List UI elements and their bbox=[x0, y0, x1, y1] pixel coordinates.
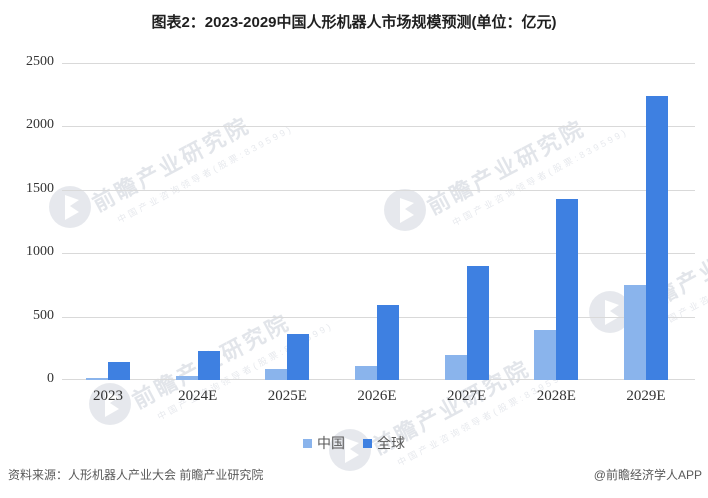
x-tick-label-2029e: 2029E bbox=[626, 388, 666, 404]
x-tick-label-2026e: 2026E bbox=[357, 388, 397, 404]
bar-china-2029e bbox=[623, 284, 646, 380]
bar-global-2025e bbox=[287, 333, 310, 380]
plot-area bbox=[62, 63, 695, 380]
watermark-subtext: 中国产业咨询领导者(股票:839599) bbox=[395, 366, 575, 468]
bar-global-2029e bbox=[645, 95, 668, 380]
y-tick-label-1000: 1000 bbox=[26, 244, 54, 260]
credit-note: @前瞻经济学人APP bbox=[593, 468, 702, 482]
x-tick-label-2027e: 2027E bbox=[447, 388, 487, 404]
chart-title: 图表2：2023-2029中国人形机器人市场规模预测(单位：亿元) bbox=[151, 14, 557, 31]
legend: 中国 全球 bbox=[0, 433, 708, 453]
legend-swatch-icon bbox=[363, 438, 372, 448]
x-tick-label-2025e: 2025E bbox=[267, 388, 307, 404]
x-tick-label-2024e: 2024E bbox=[178, 388, 218, 404]
gridline-y2500 bbox=[62, 63, 695, 64]
bar-china-2028e bbox=[534, 329, 557, 380]
y-tick-label-0: 0 bbox=[47, 371, 54, 386]
gridline-y1000 bbox=[62, 253, 695, 255]
bar-china-2027e bbox=[444, 354, 467, 380]
bar-global-2028e bbox=[556, 198, 579, 380]
legend-item-china: 中国 bbox=[303, 433, 345, 453]
gridline-y1500 bbox=[62, 189, 695, 191]
bar-china-2024e bbox=[175, 376, 198, 380]
legend-label: 全球 bbox=[377, 435, 405, 451]
legend-label: 中国 bbox=[317, 435, 345, 451]
legend-swatch-icon bbox=[303, 438, 312, 448]
bar-global-2024e bbox=[197, 350, 220, 380]
gridline-y2000 bbox=[62, 126, 695, 128]
y-tick-label-1500: 1500 bbox=[26, 180, 54, 196]
y-tick-label-2500: 2500 bbox=[26, 54, 54, 69]
y-tick-label-500: 500 bbox=[33, 307, 54, 323]
x-tick-label-2028e: 2028E bbox=[536, 388, 576, 404]
bar-china-2023 bbox=[86, 377, 108, 380]
bar-china-2025e bbox=[265, 369, 288, 380]
bar-china-2026e bbox=[354, 366, 377, 380]
bar-global-2027e bbox=[466, 265, 489, 380]
source-note: 资料来源：人形机器人产业大会 前瞻产业研究院 bbox=[8, 468, 264, 482]
bar-global-2026e bbox=[376, 305, 399, 380]
x-tick-label-2023: 2023 bbox=[93, 388, 123, 404]
y-tick-label-2000: 2000 bbox=[26, 117, 54, 133]
legend-item-global: 全球 bbox=[363, 433, 405, 453]
bar-global-2023 bbox=[108, 361, 130, 380]
